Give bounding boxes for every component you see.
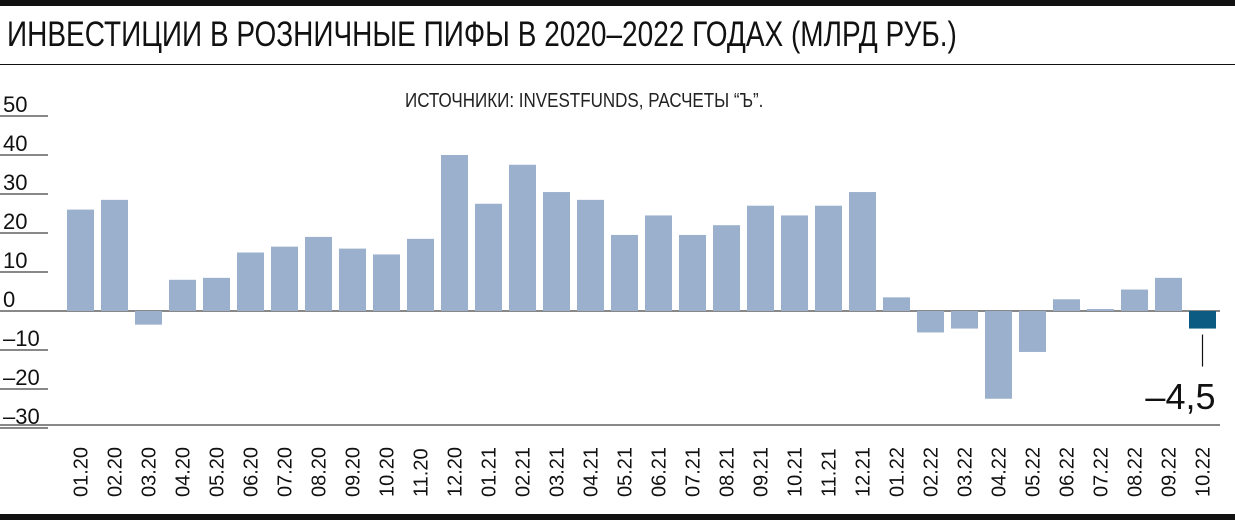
x-tick-label: 08.20: [309, 447, 331, 497]
bar-08.21: [713, 225, 740, 311]
bar-06.21: [645, 215, 672, 311]
x-tick-label: 04.22: [989, 447, 1011, 497]
y-tick-label: 30: [3, 170, 27, 195]
bar-01.20: [67, 209, 94, 311]
x-tick-label: 06.20: [241, 447, 263, 497]
x-tick-label: 08.21: [717, 447, 739, 497]
x-tick-label: 01.20: [71, 447, 93, 497]
bar-04.22: [985, 311, 1012, 399]
top-rule: [0, 0, 1235, 6]
bar-10.21: [781, 215, 808, 311]
x-tick-label: 07.21: [683, 447, 705, 497]
callout-label: –4,5: [1145, 376, 1215, 417]
bar-01.21: [475, 203, 502, 311]
x-tick-label: 08.22: [1125, 447, 1147, 497]
x-tick-label: 09.22: [1159, 447, 1181, 497]
x-tick-label: 04.21: [581, 447, 603, 497]
x-tick-label: 11.20: [411, 448, 433, 497]
x-tick-label: 10.21: [785, 447, 807, 497]
bar-05.22: [1019, 311, 1046, 352]
x-tick-label: 01.21: [479, 447, 501, 497]
x-tick-label: 12.20: [445, 447, 467, 497]
x-tick-label: 07.22: [1091, 447, 1113, 497]
x-tick-label: 10.22: [1193, 447, 1215, 497]
bar-10.22: [1189, 311, 1216, 329]
bar-06.20: [237, 252, 264, 311]
bar-02.22: [917, 311, 944, 333]
x-tick-label: 11.21: [819, 448, 841, 497]
x-tick-label: 01.22: [887, 447, 909, 497]
bar-12.21: [849, 192, 876, 311]
bar-07.22: [1087, 309, 1114, 311]
bottom-rule: [0, 514, 1235, 520]
bar-01.22: [883, 297, 910, 311]
bar-06.22: [1053, 299, 1080, 311]
bar-08.20: [305, 236, 332, 311]
x-tick-label: 12.21: [853, 447, 875, 497]
bar-10.20: [373, 254, 400, 311]
bar-07.20: [271, 246, 298, 311]
y-tick-label: –20: [3, 365, 40, 390]
bar-02.21: [509, 164, 536, 311]
x-tick-label: 02.20: [105, 447, 127, 497]
bar-12.20: [441, 155, 468, 311]
x-tick-label: 03.21: [547, 447, 569, 497]
x-tick-label: 03.20: [139, 447, 161, 497]
bar-09.20: [339, 248, 366, 311]
x-tick-label: 03.22: [955, 447, 977, 497]
x-tick-label: 06.22: [1057, 447, 1079, 497]
y-tick-label: 50: [3, 92, 27, 117]
source-note: ИСТОЧНИКИ: INVESTFUNDS, РАСЧЕТЫ “Ъ”.: [405, 90, 764, 112]
x-tick-label: 05.20: [207, 447, 229, 497]
x-tick-label: 02.22: [921, 447, 943, 497]
x-tick-label: 07.20: [275, 447, 297, 497]
x-tick-label: 05.21: [615, 447, 637, 497]
bar-07.21: [679, 234, 706, 311]
bar-11.21: [815, 205, 842, 311]
x-tick-label: 10.20: [377, 447, 399, 497]
x-tick-label: 09.20: [343, 447, 365, 497]
bar-03.22: [951, 311, 978, 329]
bar-09.21: [747, 205, 774, 311]
x-tick-label: 06.21: [649, 447, 671, 497]
x-tick-label: 02.21: [513, 447, 535, 497]
bar-03.21: [543, 192, 570, 311]
bar-05.21: [611, 234, 638, 311]
y-tick-label: 40: [3, 131, 27, 156]
bar-11.20: [407, 238, 434, 311]
x-tick-label: 09.21: [751, 447, 773, 497]
bar-04.20: [169, 279, 196, 311]
bar-05.20: [203, 277, 230, 311]
y-tick-label: 10: [3, 248, 27, 273]
bar-08.22: [1121, 289, 1148, 311]
bar-03.20: [135, 311, 162, 325]
chart-title: ИНВЕСТИЦИИ В РОЗНИЧНЫЕ ПИФЫ В 2020–2022 …: [7, 15, 957, 54]
bar-02.20: [101, 199, 128, 311]
bar-09.22: [1155, 277, 1182, 311]
y-tick-label: 20: [3, 209, 27, 234]
title-divider: [0, 64, 1235, 65]
x-tick-label: 04.20: [173, 447, 195, 497]
y-tick-label: 0: [3, 287, 15, 312]
bar-04.21: [577, 199, 604, 311]
y-tick-label: –10: [3, 326, 40, 351]
x-tick-label: 05.22: [1023, 447, 1045, 497]
